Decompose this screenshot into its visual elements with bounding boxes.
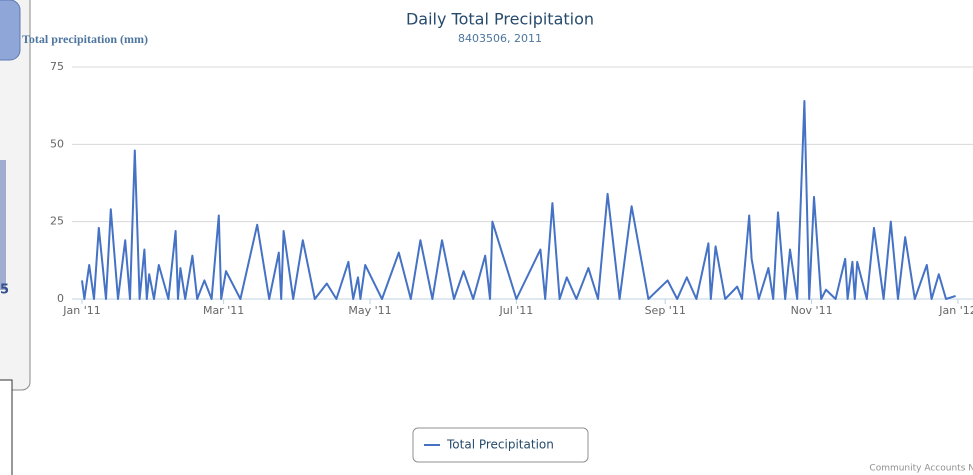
y-tick-label: 25 [50,215,64,228]
chart-title: Daily Total Precipitation [406,10,594,29]
data-line [81,100,956,300]
legend: Total Precipitation [412,427,589,463]
chart-subtitle: 8403506, 2011 [458,32,542,45]
y-tick-label: 75 [50,60,64,73]
x-tick-label: Mar '11 [203,304,244,317]
x-tick-label: May '11 [348,304,391,317]
svg-text:5: 5 [0,283,9,298]
legend-box [412,427,589,463]
legend-label[interactable]: Total Precipitation [446,438,554,452]
y-tick-label: 0 [57,292,64,305]
credits: Community Accounts NL [869,464,973,474]
background-panels: 5 [0,0,31,475]
x-tick-label: Jan '12 [938,304,973,317]
x-tick-label: Sep '11 [645,304,686,317]
x-tick-label: Jan '11 [62,304,100,317]
y-axis-title: Total precipitation (mm) [22,32,148,46]
y-tick-label: 50 [50,137,64,150]
plot: 0 25 50 75 Jan '11 Mar '11 May '11 Jul '11 Sep '… [50,60,973,317]
x-tick-label: Nov '11 [791,304,833,317]
x-tick-label: Jul '11 [499,304,534,317]
